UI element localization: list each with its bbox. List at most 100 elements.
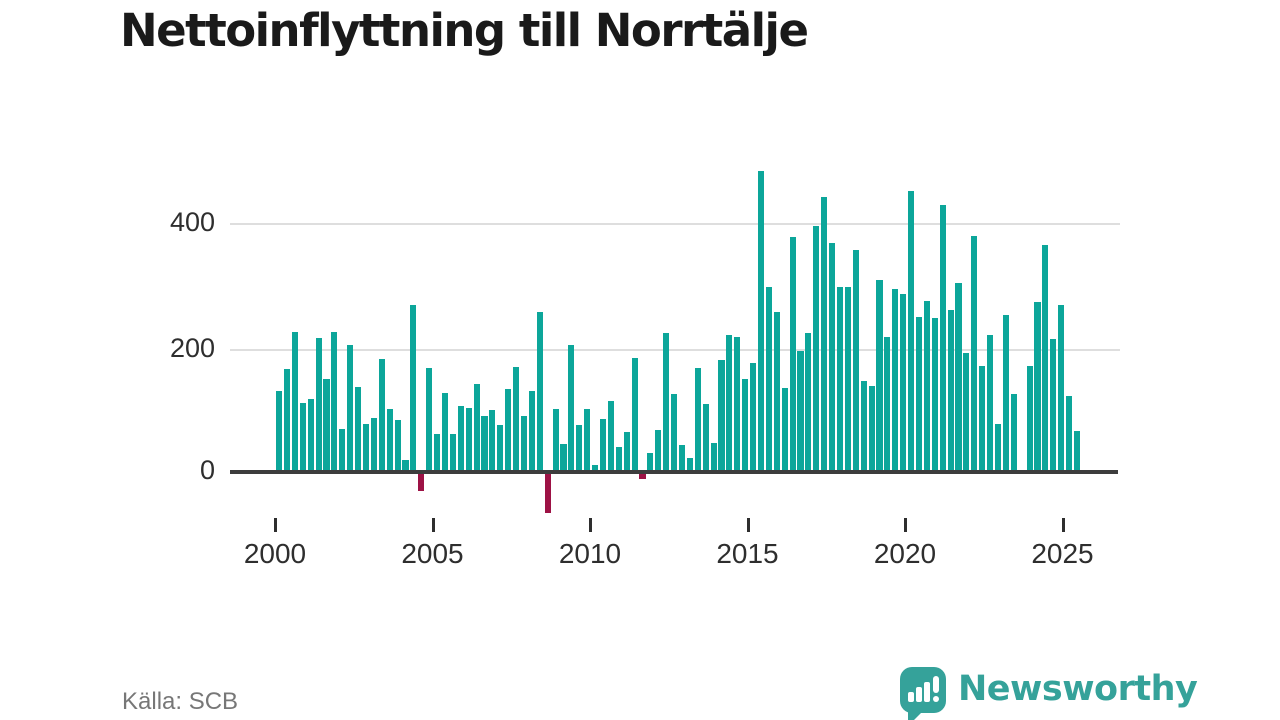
x-tick-mark — [589, 518, 592, 532]
bar — [773, 311, 780, 472]
bar — [410, 305, 417, 472]
bar — [1066, 395, 1073, 472]
y-axis-label-200: 200 — [169, 333, 215, 363]
x-axis-line — [230, 470, 1118, 474]
bar — [663, 333, 670, 472]
bar — [797, 350, 804, 472]
gridline-400 — [230, 223, 1120, 225]
bar — [844, 287, 851, 472]
bar — [1058, 305, 1065, 472]
bar — [915, 316, 923, 472]
bar — [355, 386, 362, 472]
bar — [528, 390, 535, 472]
bar — [734, 336, 741, 472]
bar — [473, 384, 480, 472]
bar — [908, 191, 915, 472]
bar — [892, 288, 899, 472]
bar — [331, 332, 338, 472]
x-axis-label: 2015 — [716, 538, 779, 569]
bar — [923, 301, 930, 472]
bar — [686, 458, 693, 472]
x-axis-label: 2000 — [243, 538, 307, 569]
bar — [276, 391, 283, 472]
bar — [836, 287, 844, 472]
bar — [805, 332, 812, 472]
gridline-200 — [230, 349, 1120, 351]
y-axis-label-0: 0 — [199, 455, 215, 485]
bar — [702, 404, 709, 472]
y-axis-label-400: 400 — [169, 207, 215, 237]
bar — [884, 337, 891, 472]
bar — [1042, 244, 1049, 472]
bar — [1010, 393, 1017, 472]
bar — [1050, 339, 1057, 472]
bar — [607, 401, 614, 472]
x-tick-mark — [1061, 518, 1065, 532]
bar — [694, 368, 701, 472]
bar — [860, 380, 867, 472]
bar — [718, 360, 725, 472]
x-tick-mark — [431, 518, 435, 532]
bar — [671, 394, 678, 472]
bar — [979, 365, 986, 472]
bar — [939, 205, 946, 472]
bar — [947, 309, 954, 472]
x-axis-label: 2025 — [1031, 538, 1094, 569]
bar — [726, 335, 733, 472]
bar — [505, 388, 512, 472]
bar — [323, 378, 330, 472]
bar — [955, 283, 962, 472]
bar — [576, 425, 583, 472]
bar — [994, 423, 1002, 472]
bar — [750, 362, 757, 472]
bar — [781, 387, 788, 472]
bar — [1026, 365, 1033, 472]
bar — [647, 452, 654, 472]
bar — [584, 409, 591, 472]
bar — [489, 410, 496, 472]
logo-exclamation-dot — [933, 696, 939, 702]
plot-area: 2000 2005 2010 2015 2020 2025 — [230, 150, 1120, 569]
x-tick-mark — [904, 518, 907, 532]
bar — [876, 280, 883, 472]
logo-exclamation-stem — [933, 676, 939, 693]
bar — [829, 242, 836, 472]
bar — [931, 317, 938, 472]
bar — [339, 429, 346, 472]
bar — [402, 460, 409, 472]
bar — [291, 332, 298, 472]
logo-bar-large — [924, 682, 930, 702]
bar — [1034, 302, 1041, 472]
bar — [868, 385, 875, 472]
bar — [631, 357, 638, 472]
bar — [615, 447, 622, 472]
bar — [283, 368, 291, 472]
x-axis-label: 2005 — [401, 538, 464, 569]
bar — [710, 442, 717, 472]
bar — [315, 337, 322, 472]
bar — [971, 235, 978, 472]
logo-bar-medium — [916, 687, 922, 702]
bar — [623, 431, 630, 472]
bar — [789, 237, 796, 472]
chart-title: Nettoinflyttning till Norrtälje — [120, 4, 809, 57]
bar — [742, 378, 749, 472]
bar — [1073, 430, 1081, 472]
bar-negative — [639, 473, 646, 479]
bar — [765, 287, 772, 472]
bar — [362, 423, 370, 472]
bar — [434, 434, 441, 472]
x-axis-label: 2010 — [558, 538, 622, 569]
bar — [497, 425, 504, 472]
bar — [481, 416, 488, 472]
logo-bar-small — [908, 692, 914, 702]
bar — [852, 249, 859, 472]
bar — [441, 393, 449, 472]
bar — [394, 420, 401, 472]
bar — [821, 196, 828, 472]
source-note: Källa: SCB — [122, 688, 239, 715]
bar — [987, 335, 994, 472]
bar — [299, 403, 306, 472]
bar — [655, 430, 662, 472]
